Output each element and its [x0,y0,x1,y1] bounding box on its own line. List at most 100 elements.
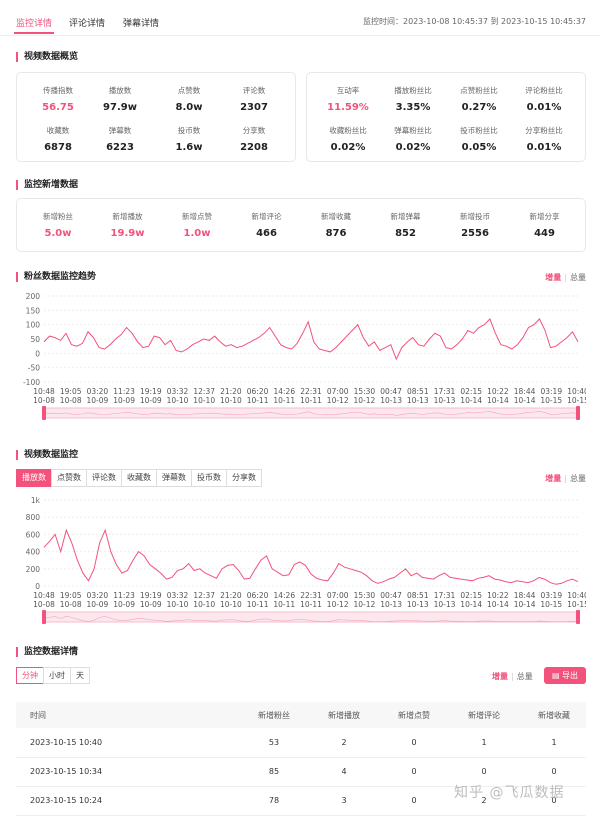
overview-metric: 播放数 97.9w [85,85,155,113]
video-chart-x-tick: 11:23 [113,591,135,600]
export-label: 导出 [562,671,579,680]
fans-chart-x-tick: 10-15 [540,396,562,405]
video-chart-title: 视频数据监控 [16,450,78,460]
video-chart-toggle: 增量 | 总量 [545,474,586,483]
video-chart-x-tick: 21:20 [220,591,242,600]
fans-total-toggle[interactable]: 总量 [570,273,586,282]
detail-increment-toggle[interactable]: 增量 [492,672,508,681]
ratio-metric-value: 0.02% [330,142,366,153]
fans-chart-x-tick: 10:22 [487,387,509,396]
video-chart-x-tick: 10-08 [33,600,55,609]
video-chart-x-tick: 15:30 [354,591,376,600]
video-metric-tab[interactable]: 播放数 [16,469,52,487]
fans-chart-x-tick: 10-11 [273,396,295,405]
granularity-minute[interactable]: 分钟 [16,667,44,684]
video-chart-x-tick: 07:00 [327,591,349,600]
table-header-cell: 新增粉丝 [258,711,290,720]
video-metric-tab[interactable]: 弹幕数 [156,469,192,487]
video-chart-x-tick: 00:47 [380,591,402,600]
table-value-cell: 0 [551,767,557,776]
active-tab-indicator [14,32,54,34]
ratio-metric-label: 评论粉丝比 [525,86,563,95]
fans-chart-x-tick: 22:31 [300,387,322,396]
tab-comment-detail[interactable]: 评论详情 [69,19,106,29]
fans-increment-toggle[interactable]: 增量 [545,273,562,282]
fans-chart-y-tick: 150 [26,306,41,315]
table-value-cell: 85 [268,767,280,776]
fans-chart-slider-left-handle[interactable] [42,406,46,420]
video-chart-slider-right-handle[interactable] [576,610,580,624]
overview-card-left: 传播指数 56.75 播放数 97.9w 点赞数 8.0w 评论数 2307 收藏数 6878 弹幕… [16,72,296,162]
fans-chart-x-tick: 10-13 [434,396,456,405]
granularity-hour[interactable]: 小时 [43,667,71,684]
video-chart-x-tick: 10:22 [487,591,509,600]
new-data-value: 466 [256,228,277,239]
new-data-label: 新增收藏 [321,212,351,221]
overview-metric-value: 2208 [240,142,268,153]
new-data-metric: 新增收藏 876 [301,211,371,239]
table-value-cell: 1 [551,738,557,747]
video-chart-x-tick: 18:44 [514,591,536,600]
ratio-metric: 评论粉丝比 0.01% [509,85,579,113]
video-metric-tab[interactable]: 投币数 [191,469,227,487]
ratio-metric-value: 0.01% [526,102,562,113]
ratio-metric: 播放粉丝比 3.35% [378,85,448,113]
tab-monitor-detail[interactable]: 监控详情 [16,19,53,29]
video-chart-x-tick: 10-09 [140,600,162,609]
new-data-card: 新增粉丝 5.0w 新增播放 19.9w 新增点赞 1.0w 新增评论 466 新增收藏 876 新… [16,198,586,252]
video-chart-x-tick: 03:32 [167,591,189,600]
fans-chart-x-tick: 08:51 [407,387,429,396]
fans-chart-y-tick: 100 [26,321,41,330]
new-data-label: 新增评论 [251,212,282,221]
fans-chart-x-tick: 15:30 [354,387,376,396]
fans-chart-series-line [43,317,579,361]
granularity-day[interactable]: 天 [70,667,90,684]
detail-total-toggle[interactable]: 总量 [516,672,533,681]
ratio-metric-value: 0.01% [526,142,562,153]
watermark: 知乎 @飞瓜数据 [454,785,565,801]
overview-metric-value: 1.6w [175,142,203,153]
tab-danmaku-detail[interactable]: 弹幕详情 [123,19,160,29]
video-total-toggle[interactable]: 总量 [570,474,586,483]
overview-metric-label: 弹幕数 [108,126,132,135]
fans-chart-x-tick: 19:05 [60,387,82,396]
ratio-metric-value: 0.05% [461,142,497,153]
video-increment-toggle[interactable]: 增量 [545,474,562,483]
fans-trend-chart: 200150100500-50-10010:4810-0819:0510-080… [23,292,586,420]
video-metric-tab[interactable]: 分享数 [226,469,262,487]
fans-chart-x-tick: 10-13 [407,396,429,405]
overview-metric: 投币数 1.6w [154,125,224,153]
fans-chart-slider-right-handle[interactable] [576,406,580,420]
ratio-metric: 弹幕粉丝比 0.02% [378,125,448,153]
table-value-cell: 0 [481,767,487,776]
video-chart-slider-left-handle[interactable] [42,610,46,624]
video-chart-y-tick: 400 [26,548,41,557]
new-data-value: 5.0w [44,228,72,239]
new-data-metric: 新增点赞 1.0w [162,211,232,239]
video-trend-chart: 1k800600400200010:4810-0819:0510-0803:20… [26,496,586,624]
fans-chart-x-tick: 12:37 [193,387,215,396]
overview-metric: 评论数 2307 [219,85,289,113]
fans-chart-x-tick: 18:44 [514,387,536,396]
fans-chart-x-tick: 11:23 [113,387,135,396]
fans-chart-x-tick: 10-10 [220,396,242,405]
video-metric-tab[interactable]: 评论数 [86,469,122,487]
new-data-value: 1.0w [183,228,211,239]
new-data-metric: 新增播放 19.9w [93,211,163,239]
ratio-metric-label: 弹幕粉丝比 [394,126,432,135]
video-metric-tab[interactable]: 点赞数 [51,469,87,487]
overview-metric: 收藏数 6878 [23,125,93,153]
table-value-cell: 0 [411,796,417,805]
new-data-label: 新增点赞 [182,212,212,221]
video-chart-slider-preview [43,615,579,623]
video-metric-tab[interactable]: 收藏数 [121,469,157,487]
granularity-selector: 分钟 小时 天 [16,667,90,684]
video-chart-x-tick: 10:48 [33,591,55,600]
video-chart-x-tick: 08:51 [407,591,429,600]
video-chart-x-tick: 10-12 [327,600,349,609]
fans-chart-x-tick: 10-08 [60,396,82,405]
video-chart-x-tick: 12:37 [193,591,215,600]
video-chart-x-tick: 03:20 [87,591,109,600]
export-button[interactable]: ▤ 导出 [544,667,586,684]
video-chart-x-tick: 06:20 [247,591,269,600]
